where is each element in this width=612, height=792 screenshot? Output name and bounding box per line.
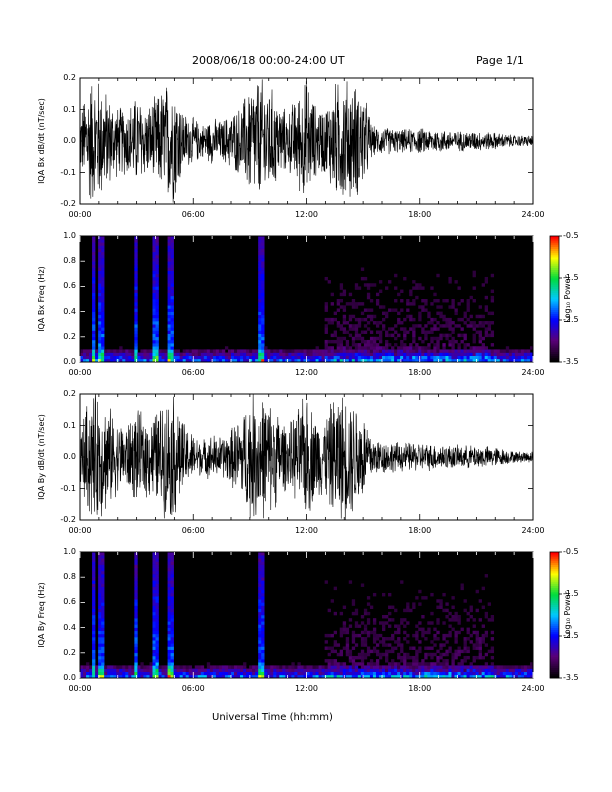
y-tick-label: 0.4 <box>63 622 76 632</box>
plot-title: 2008/06/18 00:00-24:00 UT <box>192 54 345 67</box>
waveform-trace <box>80 79 533 203</box>
colorbar-tick-label: -2.5 <box>563 631 579 640</box>
x-tick-label: 24:00 <box>521 526 545 535</box>
y-tick-label: 0.6 <box>63 281 76 291</box>
y-tick-label: 0.2 <box>63 647 76 657</box>
colorbar-tick-label: -0.5 <box>563 547 579 556</box>
y-tick-label: -0.1 <box>60 167 76 177</box>
y-tick-label: 0.4 <box>63 306 76 316</box>
x-tick-label: 18:00 <box>408 210 432 219</box>
y-tick-label: 0.6 <box>63 597 76 607</box>
x-tick-label: 12:00 <box>294 684 319 693</box>
x-tick-label: 06:00 <box>181 210 205 219</box>
y-axis-label: IQA Bx Freq (Hz) <box>37 266 46 332</box>
panel-2 <box>79 235 534 363</box>
y-axis-label: IQA By dB/dt (nT/sec) <box>37 414 46 500</box>
panel-1 <box>79 77 534 205</box>
y-tick-label: 0.1 <box>63 420 76 430</box>
y-tick-label: 1.0 <box>63 547 76 556</box>
x-tick-label: 06:00 <box>181 684 205 693</box>
y-tick-label: -0.1 <box>60 483 76 493</box>
colorbar-tick-label: -3.5 <box>563 673 579 682</box>
colorbar-tick-label: -0.5 <box>563 231 579 240</box>
y-tick-label: -0.2 <box>60 199 76 208</box>
y-axis-label: IQA By Freq (Hz) <box>37 582 46 648</box>
y-tick-label: 0.1 <box>63 104 76 114</box>
y-tick-label: 0.0 <box>63 452 76 461</box>
colorbar-label: Log₁₀ Power <box>563 275 572 323</box>
x-axis-label: Universal Time (hh:mm) <box>212 712 333 723</box>
colorbar <box>549 551 562 679</box>
y-tick-label: 1.0 <box>63 231 76 240</box>
x-tick-label: 24:00 <box>521 210 545 219</box>
x-tick-label: 06:00 <box>181 526 205 535</box>
y-tick-label: 0.0 <box>63 136 76 145</box>
y-tick-label: 0.0 <box>63 673 76 682</box>
x-tick-label: 24:00 <box>521 368 545 377</box>
y-tick-label: 0.2 <box>63 389 76 398</box>
panel-4 <box>79 551 534 679</box>
y-axis-label: IQA Bx dB/dt (nT/sec) <box>37 98 46 184</box>
colorbar-frame <box>549 235 560 363</box>
y-tick-label: -0.2 <box>60 515 76 524</box>
heatmap-cells <box>80 236 534 363</box>
x-tick-label: 18:00 <box>408 526 432 535</box>
x-tick-label: 12:00 <box>294 368 319 377</box>
x-tick-label: 00:00 <box>68 210 92 219</box>
colorbar-frame <box>549 551 560 679</box>
y-tick-label: 0.0 <box>63 357 76 366</box>
colorbar-tick-label: -2.5 <box>563 315 579 324</box>
x-tick-label: 00:00 <box>68 368 92 377</box>
panel-3 <box>79 393 534 521</box>
x-tick-label: 00:00 <box>68 684 92 693</box>
x-tick-label: 18:00 <box>408 684 432 693</box>
x-tick-label: 06:00 <box>181 368 205 377</box>
x-tick-label: 00:00 <box>68 526 92 535</box>
y-tick-label: 0.2 <box>63 331 76 341</box>
colorbar <box>549 235 562 363</box>
page-number: Page 1/1 <box>476 54 524 67</box>
y-tick-label: 0.2 <box>63 73 76 82</box>
x-tick-label: 18:00 <box>408 368 432 377</box>
colorbar-label: Log₁₀ Power <box>563 591 572 639</box>
y-tick-label: 0.8 <box>63 256 76 266</box>
x-tick-label: 12:00 <box>294 210 319 219</box>
waveform-trace <box>80 394 533 520</box>
colorbar-tick-label: -1.5 <box>563 273 579 282</box>
y-tick-label: 0.8 <box>63 572 76 582</box>
x-tick-label: 12:00 <box>294 526 319 535</box>
colorbar-tick-label: -3.5 <box>563 357 579 366</box>
x-tick-label: 24:00 <box>521 684 545 693</box>
colorbar-tick-label: -1.5 <box>563 589 579 598</box>
